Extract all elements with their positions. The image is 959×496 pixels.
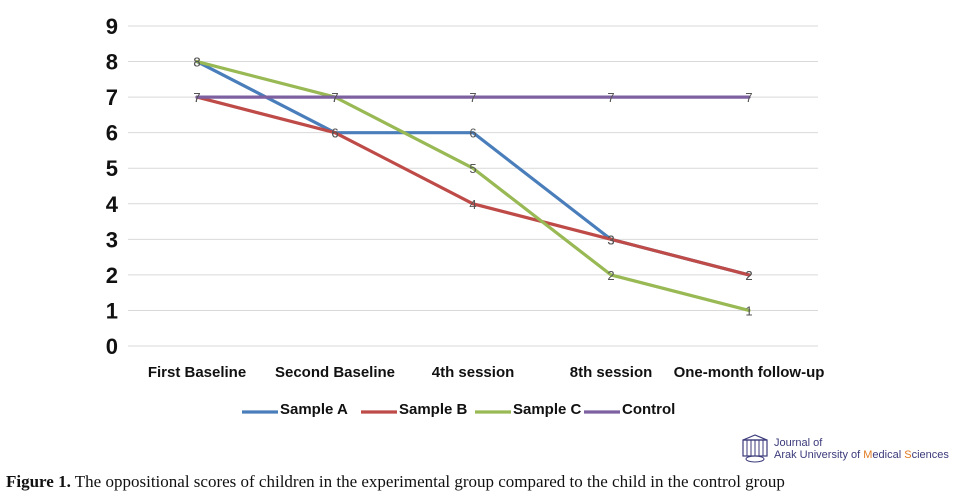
y-tick-label-2: 2 bbox=[106, 263, 118, 288]
x-tick-label-3: 4th session bbox=[432, 364, 515, 381]
series-line-2 bbox=[195, 95, 751, 277]
data-label-s1-p2: 6 bbox=[331, 126, 338, 141]
x-tick-label-2: Second Baseline bbox=[275, 364, 395, 381]
journal-logo-icon bbox=[742, 434, 768, 463]
data-label-s4-p4: 7 bbox=[607, 90, 614, 105]
logo-text-part: Arak University of bbox=[774, 449, 864, 461]
figure-caption-text: The oppositional scores of children in t… bbox=[70, 472, 785, 491]
series-line-3 bbox=[195, 59, 751, 313]
data-label-s3-p1: 8 bbox=[193, 55, 200, 70]
data-label-s2-p1: 7 bbox=[193, 90, 200, 105]
series-lines bbox=[195, 59, 751, 313]
y-tick-label-7: 7 bbox=[106, 85, 118, 110]
line-chart: 0 1 2 3 4 5 6 7 8 9 First Baseline Second Baseline… bbox=[106, 14, 825, 418]
x-tick-label-1: First Baseline bbox=[148, 364, 246, 381]
data-label-s2-p4: 3 bbox=[607, 232, 614, 247]
y-tick-label-4: 4 bbox=[106, 192, 119, 217]
y-tick-label-8: 8 bbox=[106, 50, 118, 75]
gridlines bbox=[128, 25, 818, 347]
y-tick-label-5: 5 bbox=[106, 156, 118, 181]
legend-label-2: Sample B bbox=[399, 401, 468, 418]
data-label-s2-p3: 4 bbox=[469, 197, 476, 212]
data-label-s4-p3: 7 bbox=[469, 90, 476, 105]
x-tick-label-4: 8th session bbox=[570, 364, 653, 381]
y-tick-label-9: 9 bbox=[106, 14, 118, 39]
data-label-s3-p2: 7 bbox=[331, 90, 338, 105]
logo-accent-s: S bbox=[904, 449, 912, 461]
data-label-s3-p3: 5 bbox=[469, 161, 476, 176]
figure-caption: Figure 1. The oppositional scores of chi… bbox=[6, 472, 785, 492]
x-tick-label-5: One-month follow-up bbox=[674, 364, 825, 381]
data-label-s3-p4: 2 bbox=[607, 268, 614, 283]
journal-logo-line2: Arak University of Medical Sciences bbox=[774, 449, 949, 461]
data-label-s1-p4: 3 bbox=[607, 232, 614, 247]
data-label-s1-p3: 6 bbox=[469, 126, 476, 141]
y-tick-label-6: 6 bbox=[106, 121, 118, 146]
journal-logo: Journal of Arak University of Medical Sc… bbox=[740, 434, 955, 464]
data-label-s1-p5: 2 bbox=[745, 268, 752, 283]
data-label-s4-p1: 7 bbox=[193, 90, 200, 105]
data-label-s2-p2: 6 bbox=[331, 126, 338, 141]
y-tick-label-0: 0 bbox=[106, 334, 118, 359]
logo-accent-m: M bbox=[863, 449, 873, 461]
data-label-s4-p2: 7 bbox=[331, 90, 338, 105]
legend-label-4: Control bbox=[622, 401, 675, 418]
data-label-s1-p1: 8 bbox=[193, 55, 200, 70]
x-axis-ticks: First Baseline Second Baseline 4th session… bbox=[148, 364, 825, 381]
logo-text-part: ciences bbox=[911, 449, 949, 461]
y-axis-ticks: 0 1 2 3 4 5 6 7 8 9 bbox=[106, 14, 119, 359]
journal-logo-line1: Journal of bbox=[774, 437, 823, 449]
data-label-s3-p5: 1 bbox=[745, 303, 752, 318]
data-label-s4-p5: 7 bbox=[745, 90, 752, 105]
legend-label-3: Sample C bbox=[513, 401, 582, 418]
y-tick-label-3: 3 bbox=[106, 227, 118, 252]
figure-caption-label: Figure 1. bbox=[6, 472, 71, 491]
data-label-s2-p5: 2 bbox=[745, 268, 752, 283]
legend-label-1: Sample A bbox=[280, 401, 348, 418]
y-tick-label-1: 1 bbox=[106, 298, 118, 323]
logo-text-part: edical bbox=[872, 449, 905, 461]
legend: Sample A Sample B Sample C Control bbox=[242, 401, 675, 418]
